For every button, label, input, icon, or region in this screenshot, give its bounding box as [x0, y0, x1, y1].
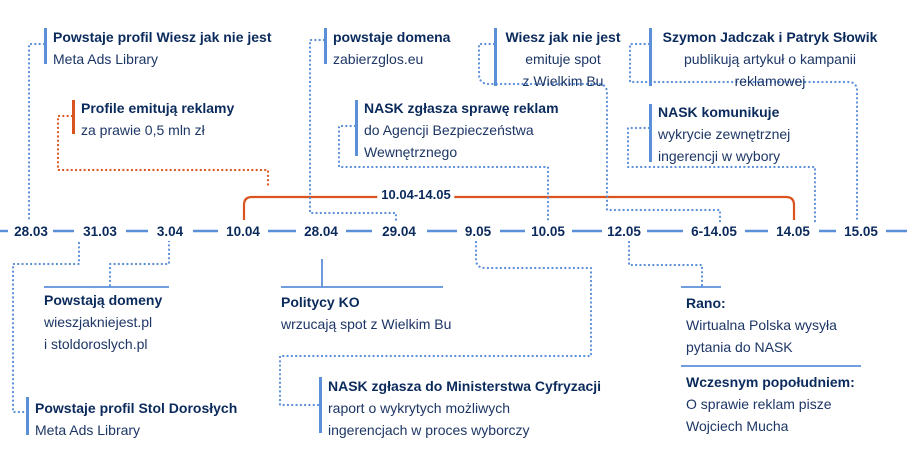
date-label: 14.05	[774, 223, 812, 241]
connector-line	[337, 124, 550, 224]
event-ads-emitted: Profile emitują reklamy za prawie 0,5 ml…	[81, 97, 234, 141]
event-body: ingerencji w wybory	[658, 148, 781, 164]
event-body: do Agencji Bezpieczeństwa	[364, 122, 534, 138]
event-body: Wojciech Mucha	[686, 418, 789, 434]
event-title: Wczesnym popołudniem:	[686, 374, 855, 390]
event-title: Politycy KO	[281, 294, 360, 310]
event-nask-abw: NASK zgłasza sprawę reklam do Agencji Be…	[364, 97, 559, 163]
event-body: zabierzglos.eu	[333, 51, 424, 67]
event-body: publikują artykuł o kampanii	[684, 51, 856, 67]
event-nask-ministry: NASK zgłasza do Ministerstwa Cyfryzacji …	[328, 375, 601, 441]
event-title: Powstaje profil Wiesz jak nie jest	[53, 29, 272, 45]
date-label: 31.03	[81, 223, 119, 241]
connector-line	[278, 240, 593, 407]
event-title: NASK komunikuje	[658, 104, 780, 120]
event-ko-spot: Politycy KO wrzucają spot z Wielkim Bu	[281, 291, 451, 335]
connector-line	[108, 239, 171, 289]
connector-line	[477, 42, 722, 224]
event-body: wrzucają spot z Wielkim Bu	[281, 316, 452, 332]
event-marker	[494, 28, 497, 86]
event-body: wieszjakniejest.pl	[44, 314, 153, 330]
event-morning: Rano: Wirtualna Polska wysyła pytania do…	[686, 292, 837, 358]
event-title: powstaje domena	[333, 29, 451, 45]
event-body: pytania do NASK	[686, 339, 793, 355]
event-body: emituje spot	[525, 51, 601, 67]
event-body: Meta Ads Library	[53, 51, 159, 67]
date-label: 10.05	[529, 223, 567, 241]
event-wiesz-spot: Wiesz jak nie jest emituje spot z Wielki…	[503, 26, 623, 92]
event-body: z Wielkim Bu	[522, 73, 604, 89]
event-body: ingerencjach w proces wyborczy	[328, 422, 530, 438]
event-title: Powstają domeny	[44, 292, 163, 308]
date-label: 9.05	[462, 223, 494, 241]
date-label: 28.03	[12, 223, 50, 241]
event-marker	[649, 28, 652, 86]
event-title: Wiesz jak nie jest	[505, 29, 621, 45]
connector-line	[627, 240, 704, 289]
event-title: NASK zgłasza do Ministerstwa Cyfryzacji	[328, 378, 602, 394]
span-label: 10.04-14.05	[377, 187, 455, 202]
event-body: O sprawie reklam pisze	[686, 396, 832, 412]
event-title: NASK zgłasza sprawę reklam	[364, 100, 559, 116]
event-title: Rano:	[686, 295, 726, 311]
event-body: wykrycie zewnętrznej	[658, 126, 791, 142]
connector-line	[626, 126, 817, 224]
event-article: Szymon Jadczak i Patryk Słowik publikują…	[655, 26, 885, 92]
connector-line	[56, 114, 270, 188]
connector-line	[308, 38, 398, 224]
event-title: Szymon Jadczak i Patryk Słowik	[662, 29, 878, 45]
date-label: 10.04	[224, 223, 262, 241]
date-label: 29.04	[380, 223, 418, 241]
connector-line	[11, 241, 81, 414]
date-label: 28.04	[302, 223, 340, 241]
event-body: Wirtualna Polska wysyła	[686, 317, 837, 333]
event-marker	[44, 28, 47, 64]
event-marker	[355, 100, 358, 156]
connector-line	[628, 42, 859, 224]
event-wiesz-profile: Powstaje profil Wiesz jak nie jest Meta …	[53, 26, 272, 70]
date-label: 6-14.05	[689, 223, 739, 241]
event-marker	[649, 104, 652, 162]
event-body: raport o wykrytych możliwych	[328, 400, 511, 416]
event-body: reklamowej	[734, 73, 806, 89]
date-label: 12.05	[605, 223, 643, 241]
event-marker	[26, 397, 29, 435]
event-marker	[319, 377, 322, 433]
event-marker	[72, 100, 75, 134]
event-stol-profile: Powstaje profil Stol Dorosłych Meta Ads …	[35, 397, 237, 441]
event-marker	[324, 28, 327, 64]
event-title: Powstaje profil Stol Dorosłych	[35, 400, 238, 416]
event-domains-created: Powstają domeny wieszjakniejest.pl i sto…	[44, 289, 162, 355]
event-title: Profile emitują reklamy	[81, 100, 235, 116]
event-domain-created: powstaje domena zabierzglos.eu	[333, 26, 450, 70]
event-afternoon: Wczesnym popołudniem: O sprawie reklam p…	[686, 371, 855, 437]
date-label: 3.04	[154, 223, 186, 241]
event-nask-communicates: NASK komunikuje wykrycie zewnętrznej ing…	[658, 101, 790, 167]
connector-line	[27, 42, 46, 222]
event-body: Wewnętrznego	[364, 144, 458, 160]
event-body: i stoldoroslych.pl	[44, 336, 148, 352]
date-label: 15.05	[842, 223, 880, 241]
event-body: Meta Ads Library	[35, 422, 141, 438]
span-bracket	[242, 195, 796, 220]
event-body: za prawie 0,5 mln zł	[81, 122, 205, 138]
